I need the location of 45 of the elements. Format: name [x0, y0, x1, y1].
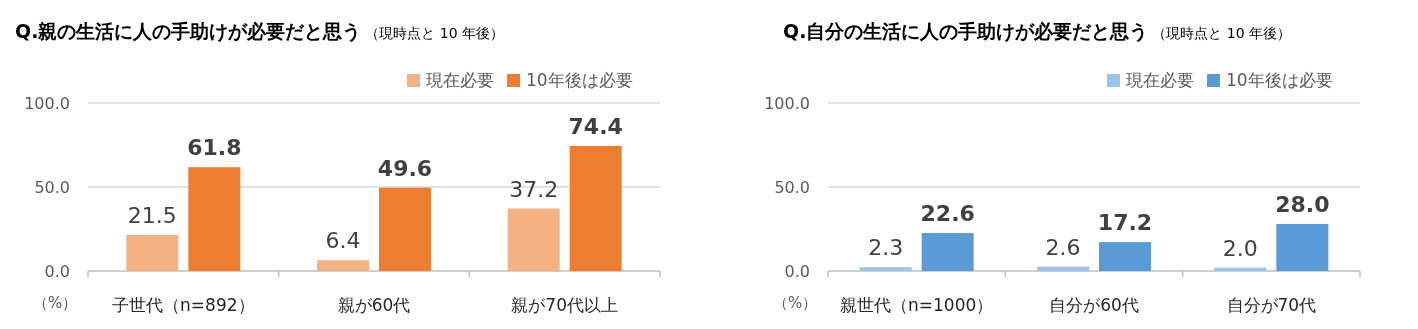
y-tick-label: 0.0: [44, 262, 70, 281]
data-label: 22.6: [920, 201, 975, 227]
x-tick-label: 親が60代: [337, 295, 411, 315]
legend-label: 現在必要: [426, 70, 494, 90]
data-label: 6.4: [325, 228, 361, 254]
data-label: 74.4: [568, 114, 623, 140]
bar: [1276, 223, 1329, 271]
data-label: 2.6: [1045, 234, 1081, 260]
y-axis-title: （%）: [33, 294, 78, 312]
y-axis-title: （%）: [773, 294, 818, 312]
data-label: 2.0: [1222, 235, 1258, 261]
y-tick-label: 100.0: [764, 94, 810, 113]
bar: [507, 208, 560, 271]
x-tick-label: 親が70代以上: [511, 295, 618, 315]
x-tick-label: 子世代（n=892）: [112, 295, 255, 315]
chart-title: Q.自分の生活に人の手助けが必要だと思う: [783, 20, 1149, 43]
x-tick-label: 親世代（n=1000）: [840, 295, 994, 315]
y-tick-label: 50.0: [34, 178, 70, 197]
data-label: 2.3: [868, 235, 904, 261]
chart-subtitle: （現時点と 10 年後）: [1152, 25, 1292, 41]
bar: [1099, 242, 1151, 271]
bar: [569, 146, 622, 271]
y-tick-label: 100.0: [24, 94, 70, 113]
y-tick-label: 50.0: [774, 178, 810, 197]
data-label: 28.0: [1275, 191, 1330, 217]
chart-subtitle: （現時点と 10 年後）: [365, 25, 505, 41]
bar: [317, 260, 369, 271]
data-label: 21.5: [127, 202, 177, 228]
data-label: 61.8: [187, 135, 242, 161]
x-tick-label: 自分が70代: [1226, 295, 1317, 315]
bar: [921, 233, 974, 271]
bar: [126, 234, 179, 271]
data-label: 49.6: [377, 155, 433, 181]
data-label: 17.2: [1097, 210, 1153, 236]
data-label: 37.2: [509, 176, 559, 202]
chart-title: Q.親の生活に人の手助けが必要だと思う: [15, 20, 362, 43]
legend-label: 10年後は必要: [1226, 70, 1333, 90]
x-tick-label: 自分が60代: [1049, 295, 1139, 315]
legend-label: 現在必要: [1126, 70, 1194, 90]
bar: [379, 187, 431, 271]
legend-label: 10年後は必要: [526, 70, 633, 90]
y-tick-label: 0.0: [784, 262, 810, 281]
bar: [1037, 266, 1089, 271]
bar: [859, 267, 912, 271]
bar: [188, 167, 241, 271]
